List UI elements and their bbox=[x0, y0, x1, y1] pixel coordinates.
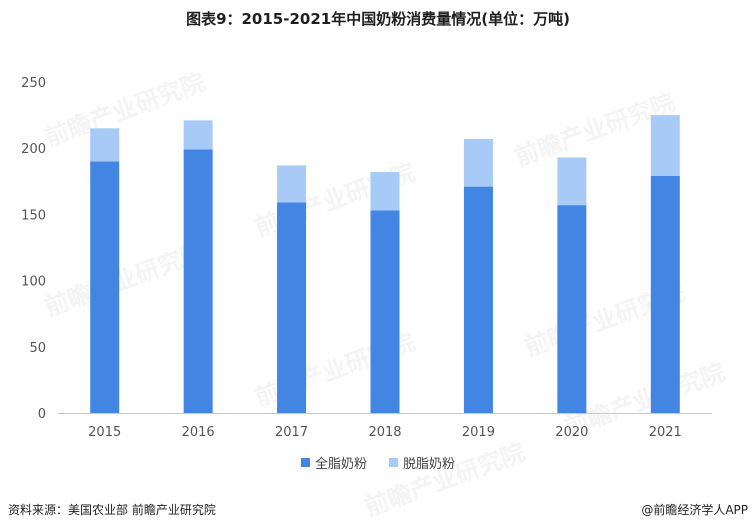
y-tick-label: 100 bbox=[21, 275, 46, 290]
x-tick-label: 2015 bbox=[88, 425, 121, 440]
bar-2018-series-1 bbox=[370, 172, 400, 211]
x-tick-label: 2020 bbox=[555, 425, 588, 440]
bar-2016-series-1 bbox=[183, 120, 213, 150]
x-tick-label: 2021 bbox=[649, 425, 682, 440]
source-note: 资料来源：美国农业部 前瞻产业研究院 bbox=[8, 503, 216, 517]
bar-2019-series-0 bbox=[463, 186, 493, 413]
legend-item-whole-milk: 全脂奶粉 bbox=[300, 453, 367, 472]
x-tick-label: 2018 bbox=[368, 425, 401, 440]
y-tick-label: 250 bbox=[21, 76, 46, 91]
x-tick-label: 2017 bbox=[275, 425, 308, 440]
y-tick-label: 0 bbox=[38, 407, 46, 422]
legend-item-skim-milk: 脱脂奶粉 bbox=[389, 453, 455, 472]
legend: 全脂奶粉 脱脂奶粉 bbox=[0, 453, 756, 472]
chart-title: 图表9：2015-2021年中国奶粉消费量情况(单位：万吨) bbox=[186, 10, 570, 28]
y-tick-label: 150 bbox=[21, 208, 46, 223]
bar-2021-series-1 bbox=[650, 115, 680, 177]
bar-2021-series-0 bbox=[650, 176, 680, 413]
brand-label: @前瞻经济学人APP bbox=[641, 503, 748, 517]
legend-swatch-whole-milk bbox=[300, 458, 310, 467]
legend-label-whole-milk: 全脂奶粉 bbox=[314, 457, 367, 472]
y-tick-label: 50 bbox=[29, 341, 46, 356]
bar-2017-series-0 bbox=[277, 202, 307, 413]
bar-2019-series-1 bbox=[463, 138, 493, 187]
x-tick-label: 2019 bbox=[462, 425, 495, 440]
legend-label-skim-milk: 脱脂奶粉 bbox=[403, 457, 456, 472]
bar-2016-series-0 bbox=[183, 149, 213, 414]
x-tick-label: 2016 bbox=[182, 425, 215, 440]
bar-2015-series-0 bbox=[90, 161, 120, 413]
bar-2020-series-1 bbox=[557, 157, 587, 206]
legend-swatch-skim-milk bbox=[389, 458, 398, 467]
y-tick-label: 200 bbox=[21, 142, 46, 157]
bar-2015-series-1 bbox=[90, 128, 120, 162]
bar-2020-series-0 bbox=[557, 205, 587, 413]
bar-2018-series-0 bbox=[370, 210, 400, 413]
bar-2017-series-1 bbox=[277, 165, 307, 203]
